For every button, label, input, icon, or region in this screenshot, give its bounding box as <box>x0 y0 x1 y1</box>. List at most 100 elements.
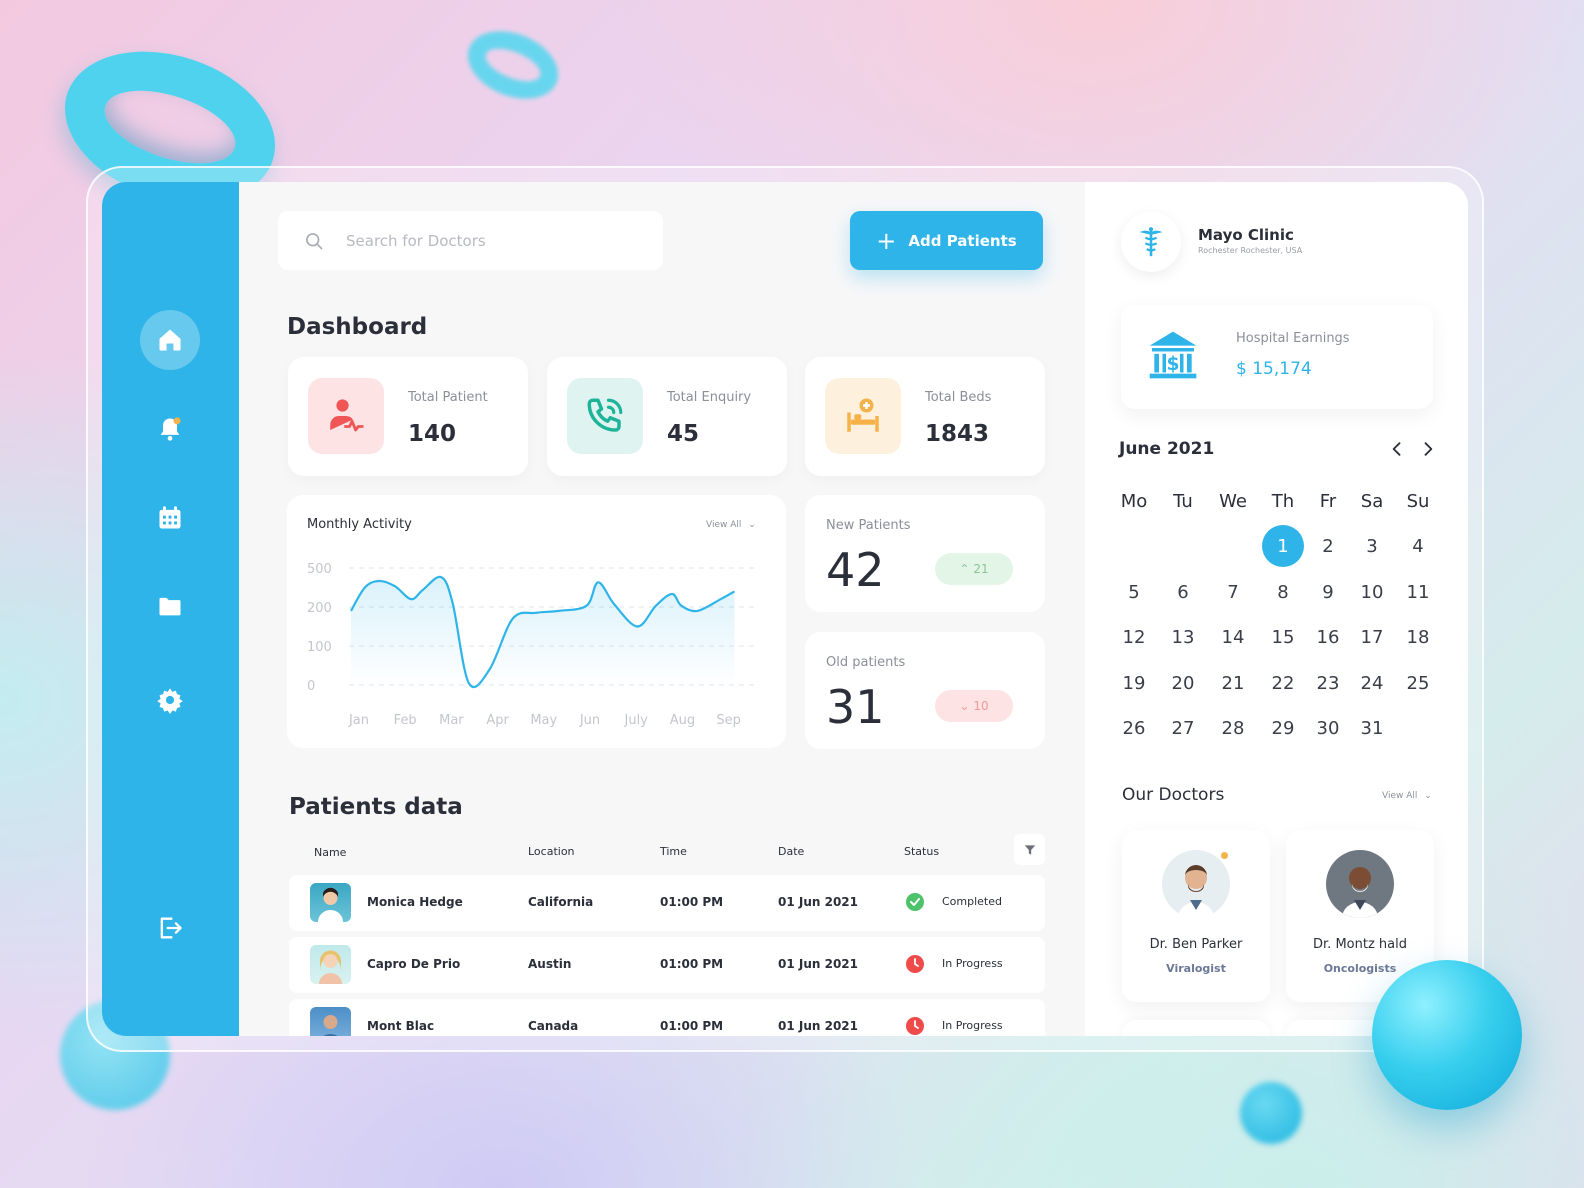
patient-status: In Progress <box>942 1019 1003 1032</box>
y-tick-label: 500 <box>307 562 332 577</box>
change-badge-down: ⌄ 10 <box>935 690 1013 722</box>
filter-icon <box>1024 844 1035 855</box>
doctor-name: Dr. Ben Parker <box>1149 937 1243 952</box>
calendar-day[interactable]: 31 <box>1360 717 1384 739</box>
calendar-day[interactable]: 27 <box>1171 717 1195 739</box>
calendar-day[interactable]: 24 <box>1360 672 1384 694</box>
nav-calendar[interactable] <box>140 488 200 548</box>
nav-settings[interactable] <box>140 670 200 730</box>
new-patients-card[interactable]: New Patients 42 ⌃ 21 <box>805 495 1045 612</box>
nav-logout[interactable] <box>140 898 200 958</box>
calendar-prev-button[interactable] <box>1387 439 1407 464</box>
calendar-day[interactable]: 9 <box>1322 581 1334 603</box>
nav-notifications[interactable] <box>140 399 200 459</box>
search-input[interactable]: Search for Doctors <box>346 231 486 250</box>
doctors-view-all[interactable]: View All ⌄ <box>1382 791 1432 801</box>
decorative-torus-small <box>457 18 569 112</box>
calendar-day[interactable]: 13 <box>1171 626 1195 648</box>
calendar-day[interactable]: 8 <box>1277 581 1289 603</box>
filter-button[interactable] <box>1014 834 1045 865</box>
calendar-day[interactable]: 17 <box>1360 626 1384 648</box>
calendar-next-button[interactable] <box>1418 439 1438 464</box>
old-patients-label: Old patients <box>826 655 906 670</box>
doctor-card[interactable] <box>1122 1020 1270 1036</box>
doctor-avatar <box>1326 850 1394 918</box>
table-row[interactable]: Mont Blac Canada 01:00 PM 01 Jun 2021 In… <box>289 999 1045 1036</box>
nav-home[interactable] <box>140 310 200 370</box>
x-tick-label: Feb <box>394 713 417 728</box>
calendar-day[interactable]: 20 <box>1171 672 1195 694</box>
patient-name: Capro De Prio <box>367 957 461 971</box>
calendar-day[interactable]: 23 <box>1316 672 1340 694</box>
chevron-down-icon: ⌄ <box>748 520 756 530</box>
patient-status: Completed <box>942 895 1002 908</box>
calendar-day[interactable]: 6 <box>1177 581 1189 603</box>
chart-view-all[interactable]: View All ⌄ <box>706 520 756 530</box>
activity-chart: 500 200 100 0 Jan Feb Mar Apr May Jun July Aug Sep <box>307 562 757 728</box>
calendar-day[interactable]: 12 <box>1122 626 1146 648</box>
hospital-earnings-card[interactable]: $ Hospital Earnings $ 15,174 <box>1121 305 1433 409</box>
change-badge-up: ⌃ 21 <box>935 553 1013 585</box>
old-patients-value: 31 <box>826 680 885 734</box>
patient-name: Monica Hedge <box>367 895 463 909</box>
table-row[interactable]: Monica Hedge California 01:00 PM 01 Jun … <box>289 875 1045 931</box>
calendar-day[interactable]: 21 <box>1221 672 1245 694</box>
column-header-location[interactable]: Location <box>528 845 575 858</box>
calendar-day[interactable]: 4 <box>1412 535 1424 557</box>
weekday-label: We <box>1219 490 1247 512</box>
clinic-address: Rochester Rochester, USA <box>1198 246 1303 255</box>
calendar-day[interactable]: 11 <box>1406 581 1430 603</box>
gear-icon <box>157 688 183 714</box>
old-patients-card[interactable]: Old patients 31 ⌄ 10 <box>805 632 1045 749</box>
patient-heartbeat-icon <box>308 378 384 454</box>
calendar-day[interactable]: 29 <box>1271 717 1295 739</box>
column-header-status[interactable]: Status <box>904 845 940 858</box>
search-bar[interactable]: Search for Doctors <box>278 211 663 270</box>
new-patients-label: New Patients <box>826 518 911 533</box>
patient-date: 01 Jun 2021 <box>778 895 859 909</box>
stat-card-total-beds[interactable]: Total Beds 1843 <box>805 357 1045 476</box>
column-header-time[interactable]: Time <box>660 845 687 858</box>
stat-card-total-patient[interactable]: Total Patient 140 <box>288 357 528 476</box>
calendar-day[interactable]: 10 <box>1360 581 1384 603</box>
patient-location: Austin <box>528 957 572 971</box>
earnings-value: $ 15,174 <box>1236 359 1312 379</box>
calendar-day[interactable]: 19 <box>1122 672 1146 694</box>
calendar-day[interactable]: 25 <box>1406 672 1430 694</box>
doctor-card[interactable]: Dr. Ben Parker Viralogist <box>1122 830 1270 1002</box>
change-value: 21 <box>973 562 989 576</box>
calendar-day[interactable]: 18 <box>1406 626 1430 648</box>
add-patients-button[interactable]: + Add Patients <box>850 211 1043 270</box>
calendar-day[interactable]: 15 <box>1271 626 1295 648</box>
calendar-day[interactable]: 3 <box>1366 535 1378 557</box>
calendar-day-selected[interactable]: 1 <box>1262 525 1304 567</box>
calendar-day[interactable]: 5 <box>1128 581 1140 603</box>
caduceus-icon <box>1121 212 1181 272</box>
column-header-date[interactable]: Date <box>778 845 805 858</box>
patient-avatar <box>310 945 351 984</box>
calendar-day[interactable]: 30 <box>1316 717 1340 739</box>
calendar-day[interactable]: 7 <box>1227 581 1239 603</box>
calendar-day[interactable]: 28 <box>1221 717 1245 739</box>
y-tick-label: 100 <box>307 640 332 655</box>
new-patients-value: 42 <box>826 543 885 597</box>
monthly-activity-card: Monthly Activity View All ⌄ 500 200 100 0 Ja… <box>287 495 786 748</box>
calendar-day[interactable]: 22 <box>1271 672 1295 694</box>
stat-value: 1843 <box>925 421 990 447</box>
clock-icon <box>906 955 924 973</box>
calendar-day[interactable]: 16 <box>1316 626 1340 648</box>
weekday-label: Mo <box>1120 490 1148 512</box>
x-tick-label: May <box>530 713 557 728</box>
column-header-name[interactable]: Name <box>314 846 347 859</box>
calendar-day[interactable]: 2 <box>1322 535 1334 557</box>
nav-files[interactable] <box>140 576 200 636</box>
view-all-label: View All <box>1382 791 1418 801</box>
table-row[interactable]: Capro De Prio Austin 01:00 PM 01 Jun 202… <box>289 937 1045 993</box>
add-patients-label: Add Patients <box>908 231 1017 250</box>
calendar-day[interactable]: 26 <box>1122 717 1146 739</box>
patient-avatar <box>310 1007 351 1036</box>
calendar-day[interactable]: 14 <box>1221 626 1245 648</box>
view-all-label: View All <box>706 520 742 530</box>
stat-card-total-enquiry[interactable]: Total Enquiry 45 <box>547 357 787 476</box>
doctor-specialty: Oncologists <box>1323 962 1397 975</box>
